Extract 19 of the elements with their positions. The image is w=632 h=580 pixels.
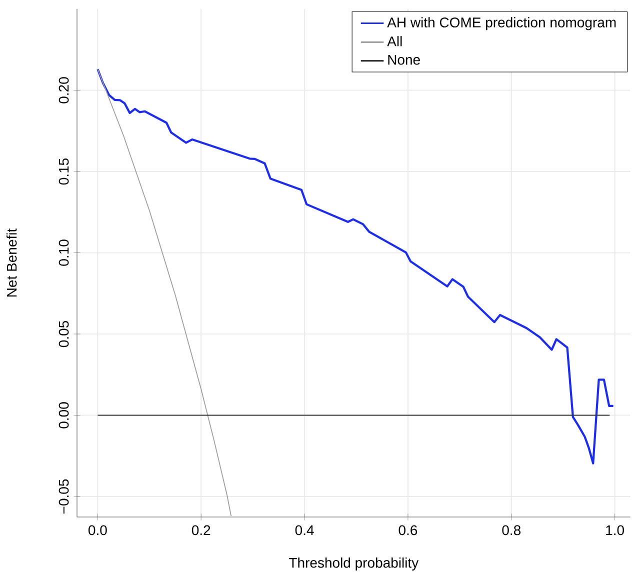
line-series <box>96 68 614 464</box>
x-tick-label: 0.0 <box>88 525 107 536</box>
y-tick-label: 0.15 <box>58 158 69 185</box>
x-tick-label: 0.8 <box>502 525 521 536</box>
x-tick-label: 0.4 <box>295 525 314 536</box>
legend-label: All <box>387 36 402 46</box>
line-series <box>97 68 232 516</box>
x-axis-title: Threshold probability <box>289 557 419 571</box>
legend-label: AH with COME prediction nomogram <box>387 17 616 30</box>
y-axis-title: Net Benefit <box>6 228 17 296</box>
y-tick-label: 0.05 <box>58 320 69 348</box>
x-tick-label: 0.2 <box>192 525 210 536</box>
x-tick-label: 1.0 <box>606 525 624 536</box>
x-tick-label: 0.6 <box>398 525 418 536</box>
y-tick-label: −0.05 <box>58 479 69 514</box>
y-tick-label: 0.10 <box>58 240 69 266</box>
y-tick-label: 0.20 <box>58 77 69 104</box>
legend-label: None <box>388 54 420 65</box>
y-tick-label: 0.00 <box>58 402 69 428</box>
